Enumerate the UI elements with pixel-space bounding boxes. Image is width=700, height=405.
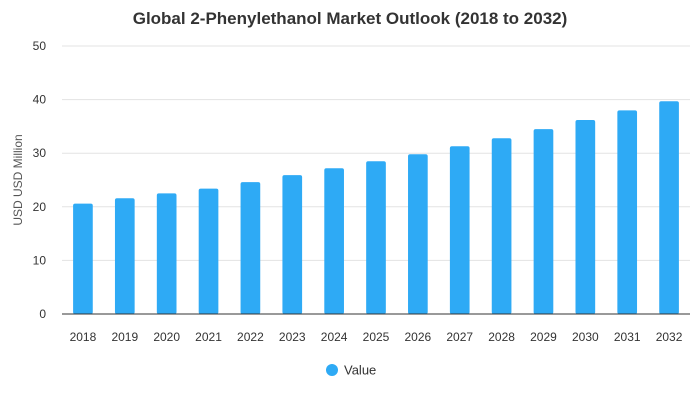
bar-2029[interactable] — [533, 129, 554, 314]
bar-2023[interactable] — [282, 175, 303, 314]
bar-2025[interactable] — [366, 161, 386, 314]
y-tick-label: 20 — [33, 200, 47, 214]
x-axis-ticks: 2018 2019 2020 2021 2022 2023 2024 2025 2026 2027… — [70, 330, 683, 344]
bar-2021[interactable] — [198, 188, 219, 314]
bar-2032[interactable] — [659, 101, 679, 314]
x-tick-label: 2028 — [488, 330, 515, 344]
legend-label: Value — [344, 363, 376, 378]
bar-2024[interactable] — [324, 168, 344, 314]
y-tick-label: 10 — [33, 253, 47, 267]
bar-2022[interactable] — [240, 182, 261, 314]
legend[interactable]: Value — [326, 363, 376, 378]
x-tick-label: 2031 — [614, 330, 641, 344]
x-tick-label: 2029 — [530, 330, 557, 344]
bar-2028[interactable] — [491, 138, 512, 314]
bar-2018[interactable] — [73, 203, 93, 314]
y-tick-label: 0 — [39, 307, 46, 321]
x-tick-label: 2020 — [153, 330, 180, 344]
legend-marker — [326, 364, 338, 376]
x-tick-label: 2021 — [195, 330, 222, 344]
y-tick-label: 30 — [33, 146, 47, 160]
bar-2031[interactable] — [617, 110, 638, 314]
bar-2030[interactable] — [575, 119, 596, 314]
x-tick-label: 2027 — [446, 330, 473, 344]
x-tick-label: 2025 — [363, 330, 390, 344]
y-axis-label: USD USD Million — [11, 134, 25, 225]
bar-2027[interactable] — [449, 146, 470, 314]
bar-2020[interactable] — [156, 193, 177, 314]
x-tick-label: 2018 — [70, 330, 97, 344]
x-tick-label: 2024 — [321, 330, 348, 344]
x-tick-label: 2026 — [405, 330, 432, 344]
x-tick-label: 2030 — [572, 330, 599, 344]
x-tick-label: 2032 — [656, 330, 683, 344]
x-tick-label: 2022 — [237, 330, 264, 344]
bar-2026[interactable] — [408, 154, 428, 314]
y-tick-label: 50 — [33, 39, 47, 53]
bar-2019[interactable] — [114, 198, 135, 314]
x-tick-label: 2023 — [279, 330, 306, 344]
y-axis-ticks: 0 10 20 30 40 50 — [33, 39, 47, 321]
chart-title: Global 2-Phenylethanol Market Outlook (2… — [133, 9, 568, 28]
bars — [73, 101, 679, 314]
y-tick-label: 40 — [33, 93, 47, 107]
x-tick-label: 2019 — [111, 330, 138, 344]
